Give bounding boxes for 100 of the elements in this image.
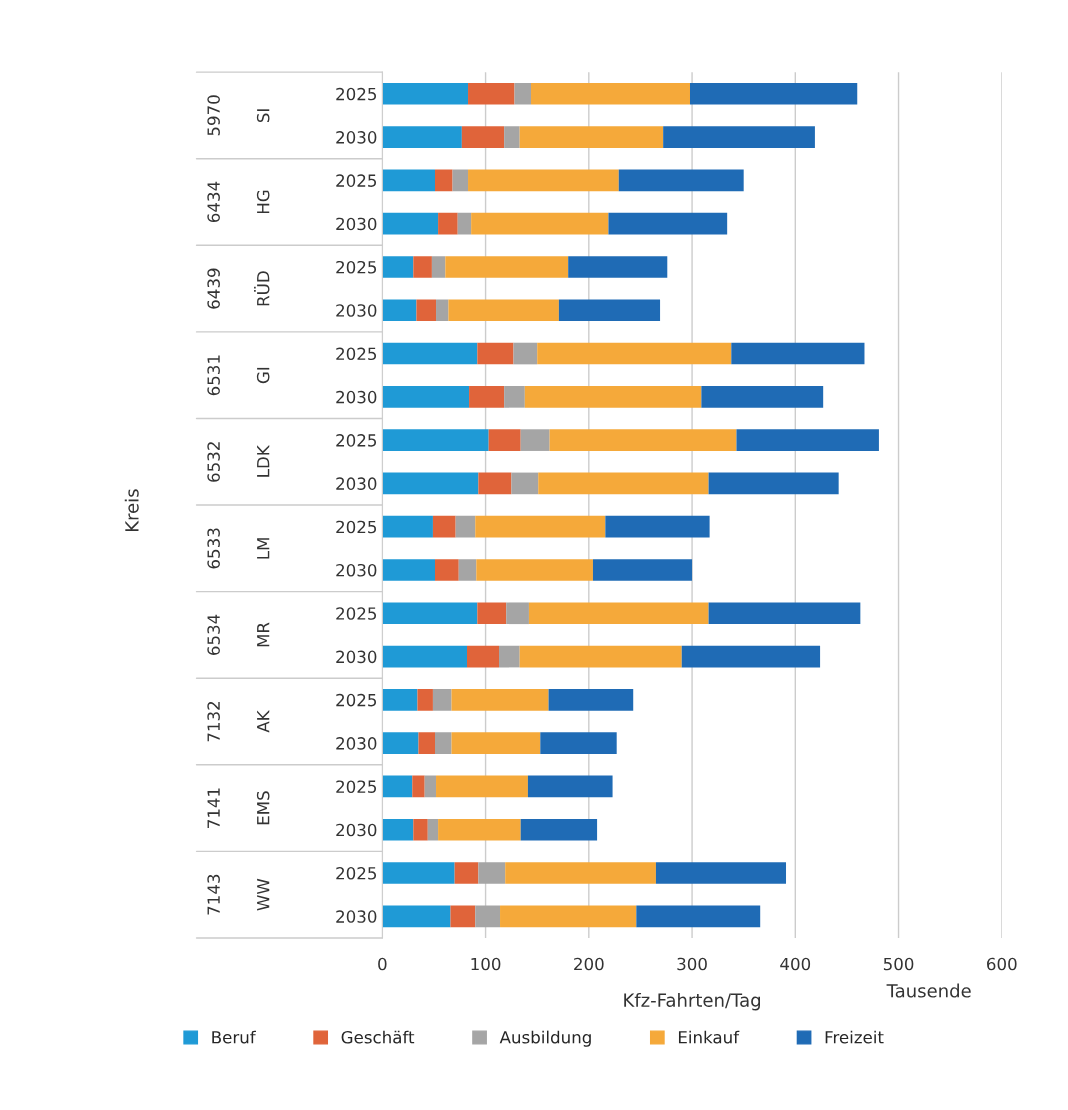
legend-label: Geschäft	[341, 1030, 415, 1044]
bar	[382, 342, 478, 365]
bar	[445, 256, 569, 278]
bar	[504, 386, 525, 408]
bar	[477, 602, 507, 625]
y-tick-label: 2030	[336, 390, 377, 404]
bar	[618, 169, 744, 192]
bar	[427, 818, 439, 841]
y-tick-label: 2025	[336, 434, 377, 447]
bar	[549, 429, 737, 451]
y-tick-label: 2030	[336, 563, 377, 577]
bar	[548, 689, 634, 711]
bar	[461, 126, 505, 148]
text: 5970	[207, 95, 220, 136]
legend-label: Beruf	[212, 1030, 256, 1044]
text: 7132	[207, 701, 220, 742]
text: 6439	[207, 268, 220, 309]
bar	[438, 818, 521, 841]
bar	[468, 169, 619, 192]
bar	[424, 775, 437, 798]
bar	[418, 732, 435, 754]
bar	[382, 169, 435, 192]
text: EMS	[256, 791, 270, 825]
bar	[475, 905, 501, 928]
bar	[499, 645, 520, 668]
bar	[451, 732, 541, 754]
bar	[438, 212, 458, 235]
y-tick-label: 2025	[336, 866, 377, 880]
bar	[520, 429, 550, 451]
y-tick-label: 2030	[336, 304, 377, 317]
x-tick-label: 200	[574, 957, 604, 971]
bar	[500, 905, 637, 928]
bar	[636, 905, 761, 928]
bar	[701, 386, 824, 408]
bar	[605, 515, 710, 538]
legend-label: Einkauf	[678, 1030, 740, 1044]
bar	[417, 689, 433, 711]
bar	[538, 472, 709, 495]
text: LDK	[257, 444, 270, 477]
bar	[382, 472, 479, 495]
text: LM	[257, 538, 270, 559]
y-tick-label: 2025	[336, 693, 377, 707]
text: HG	[256, 190, 270, 214]
bar	[458, 559, 477, 581]
y-tick-label: 2025	[336, 347, 377, 361]
bar	[736, 429, 879, 451]
bar	[416, 299, 437, 322]
bar	[478, 472, 512, 495]
text: 6533	[207, 528, 220, 569]
x-tick-label: 600	[987, 957, 1017, 971]
bar	[382, 602, 478, 625]
bar	[435, 169, 453, 192]
bar	[681, 645, 821, 668]
bar	[514, 82, 532, 105]
bar	[435, 559, 459, 581]
bar	[592, 559, 693, 581]
bar	[382, 732, 419, 754]
bar	[382, 212, 439, 235]
bar	[513, 342, 538, 365]
bar	[519, 645, 682, 668]
x-tick-label: 400	[780, 957, 811, 971]
y-tick-label: 2025	[336, 87, 377, 101]
bar	[448, 299, 559, 322]
bar	[382, 515, 433, 538]
text: RÜD	[254, 271, 270, 306]
bar	[505, 862, 656, 884]
legend-label: Ausbildung	[499, 1030, 591, 1047]
bar	[457, 212, 472, 235]
bar	[382, 299, 417, 322]
bar	[435, 732, 452, 754]
y-tick-label: 2030	[336, 737, 377, 750]
bar	[471, 212, 609, 235]
bar	[531, 82, 690, 105]
bar	[382, 126, 462, 148]
text: 7143	[207, 874, 220, 915]
x-tick-label: 300	[677, 957, 707, 971]
bar	[528, 602, 709, 625]
bar	[454, 862, 479, 884]
bar	[519, 126, 664, 148]
text: AK	[257, 709, 270, 733]
text: 6531	[207, 355, 220, 396]
y-tick-label: 2025	[336, 174, 377, 187]
bar	[655, 862, 787, 884]
bar	[468, 82, 515, 105]
bar	[436, 775, 528, 798]
bar	[432, 515, 456, 538]
bar	[382, 775, 413, 798]
y-tick-label: 2025	[336, 780, 377, 793]
bar	[382, 689, 418, 711]
bar	[690, 82, 858, 105]
text: SI	[256, 109, 270, 123]
bar	[488, 429, 521, 451]
bar	[540, 732, 617, 754]
bar	[478, 862, 506, 884]
bar	[506, 602, 529, 625]
legend-label: Freizeit	[825, 1030, 884, 1044]
text: Tausende	[886, 983, 971, 998]
bar	[436, 299, 449, 322]
y-tick-label: 2030	[336, 650, 377, 664]
bar	[537, 342, 732, 365]
